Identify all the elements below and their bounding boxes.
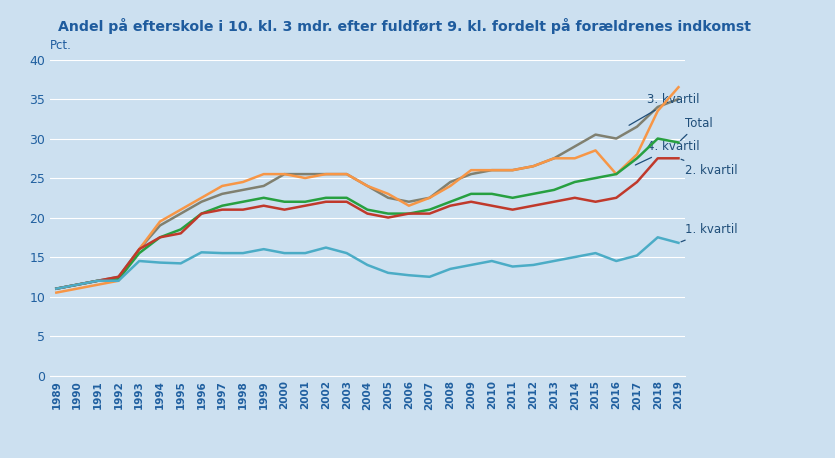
Text: Total: Total [681,117,712,141]
Text: 2. kvartil: 2. kvartil [681,159,737,177]
Text: Andel på efterskole i 10. kl. 3 mdr. efter fuldført 9. kl. fordelt på forældrene: Andel på efterskole i 10. kl. 3 mdr. eft… [58,18,752,34]
Text: 3. kvartil: 3. kvartil [629,93,700,125]
Text: Pct.: Pct. [50,39,72,52]
Text: 4. kvartil: 4. kvartil [635,141,700,165]
Text: 1. kvartil: 1. kvartil [681,224,737,242]
